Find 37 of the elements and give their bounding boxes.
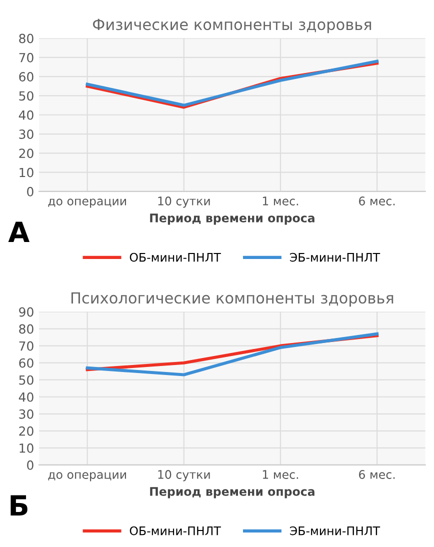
- text: Б: [10, 495, 28, 516]
- y-tick-label: 0: [27, 460, 34, 470]
- y-tick-label: 20: [19, 148, 34, 158]
- legend-label: ЭБ-мини-ПНЛТ: [290, 526, 380, 536]
- chart-title: Психологические компоненты здоровья: [71, 292, 394, 307]
- y-tick-label: 30: [19, 129, 34, 139]
- legend-label: ОБ-мини-ПНЛТ: [130, 526, 221, 536]
- y-tick-label: 90: [19, 307, 34, 317]
- y-tick-label: 80: [19, 324, 34, 334]
- y-tick-label: 60: [19, 72, 34, 82]
- y-tick-label: 0: [27, 186, 34, 196]
- y-tick-label: 50: [19, 91, 34, 101]
- y-tick-label: 20: [19, 426, 34, 436]
- legend-label: ОБ-мини-ПНЛТ: [130, 252, 221, 262]
- x-tick-label: 1 мес.: [262, 196, 298, 206]
- x-tick-label: до операции: [48, 198, 126, 208]
- y-tick-label: 40: [18, 392, 34, 402]
- x-axis-title: Период времени опроса: [150, 487, 314, 498]
- y-tick-label: 70: [19, 341, 34, 351]
- x-axis-title: Период времени опроса: [150, 214, 314, 225]
- y-tick-label: 70: [19, 52, 34, 62]
- x-tick-label: 1 мес.: [262, 470, 298, 479]
- legend-label: ЭБ-мини-ПНЛТ: [290, 252, 380, 262]
- y-tick-label: 10: [20, 168, 34, 178]
- y-tick-label: 40: [18, 110, 34, 120]
- x-tick-label: 6 мес.: [359, 470, 395, 479]
- x-tick-label: до операции: [48, 472, 126, 482]
- y-tick-label: 50: [19, 375, 34, 385]
- y-tick-label: 80: [19, 34, 34, 44]
- text: А: [8, 222, 30, 242]
- x-tick-label: 10 сутки: [158, 196, 210, 208]
- x-tick-label: 10 сутки: [158, 470, 210, 482]
- y-tick-label: 60: [19, 358, 34, 368]
- y-tick-label: 10: [20, 443, 34, 453]
- chart-title: Физические компоненты здоровья: [92, 18, 372, 34]
- y-tick-label: 30: [19, 409, 34, 419]
- x-tick-label: 6 мес.: [359, 196, 395, 206]
